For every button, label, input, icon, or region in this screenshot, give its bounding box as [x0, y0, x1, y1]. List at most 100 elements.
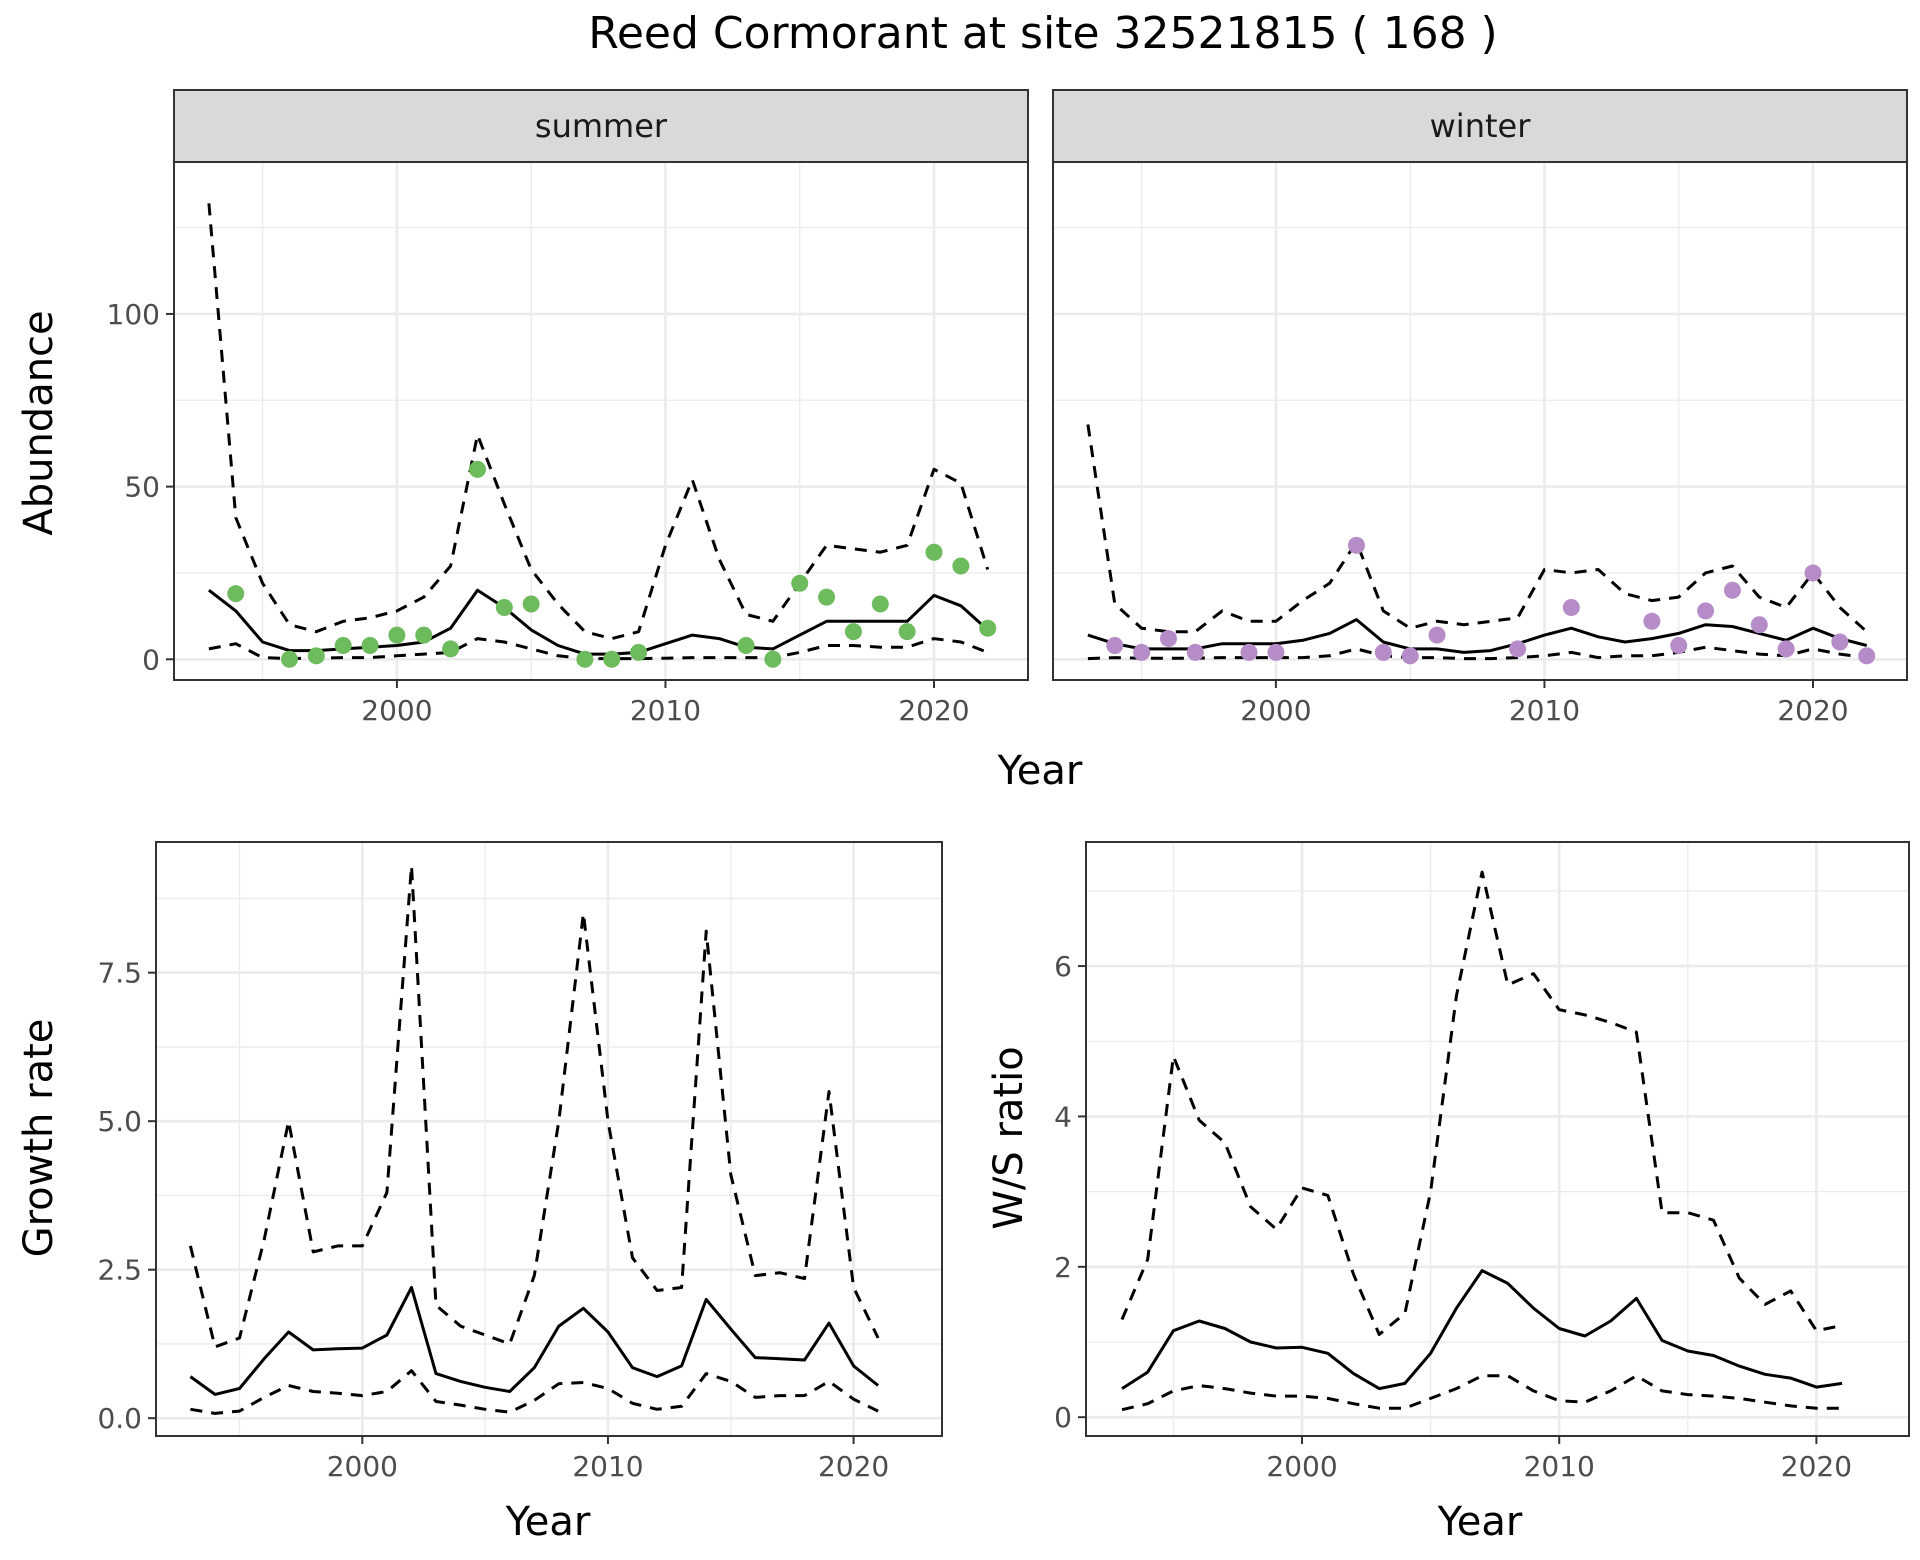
series-mean-ws: [1121, 1269, 1843, 1391]
data-point-winter: [1186, 643, 1204, 661]
panel-border: [1085, 841, 1910, 1437]
series-mean-growth: [189, 1286, 880, 1396]
data-point-winter: [1374, 643, 1392, 661]
data-point-winter: [1106, 636, 1124, 654]
data-point-summer: [603, 650, 621, 668]
data-point-winter: [1240, 643, 1258, 661]
x-tick-label: 2020: [898, 694, 969, 727]
data-point-summer: [334, 636, 352, 654]
panel-growth-rate: 2000 2010 2020 0.0 2.5 5.0 7.5: [97, 841, 943, 1483]
data-point-summer: [952, 557, 970, 575]
data-point-winter: [1428, 626, 1446, 644]
x-axis-title-ws-ratio: Year: [1437, 1499, 1523, 1545]
facet-label-winter: winter: [1430, 107, 1532, 145]
series-lower-bound-winter: [1087, 645, 1867, 661]
series-mean-summer: [207, 588, 989, 656]
series-upper-bound-summer: [207, 203, 990, 641]
data-point-winter: [1804, 564, 1822, 582]
y-tick-label: 0.0: [97, 1402, 142, 1435]
data-point-winter: [1723, 581, 1741, 599]
y-tick-label: 50: [124, 471, 160, 504]
data-point-winter: [1858, 647, 1876, 665]
data-point-winter: [1697, 602, 1715, 620]
data-point-winter: [1643, 612, 1661, 630]
panel-border: [155, 841, 943, 1437]
x-axis-title-top: Year: [997, 748, 1083, 794]
data-point-winter: [1777, 640, 1795, 658]
data-point-summer: [468, 460, 486, 478]
data-point-summer: [791, 574, 809, 592]
data-point-summer: [979, 619, 997, 637]
data-point-summer: [898, 623, 916, 641]
facet-label-summer: summer: [535, 107, 668, 145]
panel-border: [1052, 161, 1908, 681]
data-point-summer: [442, 640, 460, 658]
data-point-winter: [1401, 647, 1419, 665]
data-point-summer: [818, 588, 836, 606]
data-point-summer: [871, 595, 889, 613]
chart-title: Reed Cormorant at site 32521815 ( 168 ): [588, 8, 1497, 59]
data-point-winter: [1670, 636, 1688, 654]
x-tick-label: 2010: [572, 1450, 643, 1483]
facet-strip-summer: [173, 89, 1029, 163]
data-point-summer: [280, 650, 298, 668]
data-point-summer: [415, 626, 433, 644]
x-tick-label: 2000: [361, 694, 432, 727]
x-axis-title-growth: Year: [505, 1499, 591, 1545]
data-point-winter: [1509, 640, 1527, 658]
x-tick-label: 2010: [1524, 1450, 1595, 1483]
data-point-summer: [925, 543, 943, 561]
panel-winter-abundance: winter 2000 2010 2020: [1052, 89, 1908, 727]
x-tick-label: 2020: [1777, 694, 1848, 727]
data-point-winter: [1831, 633, 1849, 651]
series-lower-bound-growth: [190, 1369, 879, 1415]
x-tick-label: 2000: [1240, 694, 1311, 727]
data-point-winter: [1159, 630, 1177, 648]
y-tick-label: 6: [1054, 950, 1072, 983]
data-point-winter: [1347, 536, 1365, 554]
y-tick-label: 0: [142, 643, 160, 676]
data-point-winter: [1750, 616, 1768, 634]
data-point-summer: [764, 650, 782, 668]
data-point-summer: [844, 623, 862, 641]
panel-summer-abundance: summer 2000 2010 2020 0 50 100: [107, 89, 1029, 727]
x-tick-label: 2010: [1509, 694, 1580, 727]
data-point-summer: [630, 643, 648, 661]
data-point-winter: [1267, 643, 1285, 661]
y-tick-label: 5.0: [97, 1105, 142, 1138]
data-point-summer: [227, 585, 245, 603]
data-point-summer: [307, 647, 325, 665]
series-lower-bound-ws: [1121, 1374, 1843, 1412]
data-point-winter: [1562, 598, 1580, 616]
data-point-winter: [1133, 643, 1151, 661]
y-axis-title-ws-ratio: W/S ratio: [986, 1046, 1032, 1229]
y-tick-label: 0: [1054, 1401, 1072, 1434]
x-tick-label: 2020: [818, 1450, 889, 1483]
data-point-summer: [361, 636, 379, 654]
data-point-summer: [522, 595, 540, 613]
data-point-summer: [576, 650, 594, 668]
facet-strip-winter: [1052, 89, 1908, 163]
panel-border: [173, 161, 1029, 681]
series-mean-winter: [1087, 618, 1868, 654]
y-tick-label: 4: [1054, 1100, 1072, 1133]
x-tick-label: 2000: [1266, 1450, 1337, 1483]
x-tick-label: 2000: [327, 1450, 398, 1483]
series-upper-bound-growth: [188, 864, 880, 1349]
y-tick-label: 100: [107, 298, 160, 331]
y-tick-label: 7.5: [97, 957, 142, 990]
y-tick-label: 2.5: [97, 1254, 142, 1287]
x-tick-label: 2020: [1781, 1450, 1852, 1483]
series-upper-bound-ws: [1120, 870, 1843, 1336]
y-tick-label: 2: [1054, 1251, 1072, 1284]
data-point-summer: [495, 598, 513, 616]
y-axis-title-growth: Growth rate: [16, 1019, 62, 1258]
y-axis-title-abundance: Abundance: [16, 310, 62, 535]
series-upper-bound-winter: [1086, 424, 1868, 634]
series-lower-bound-summer: [208, 637, 989, 661]
data-point-summer: [737, 636, 755, 654]
panel-ws-ratio: 2000 2010 2020 0 2 4 6: [1054, 841, 1910, 1483]
x-tick-label: 2010: [630, 694, 701, 727]
data-point-summer: [388, 626, 406, 644]
